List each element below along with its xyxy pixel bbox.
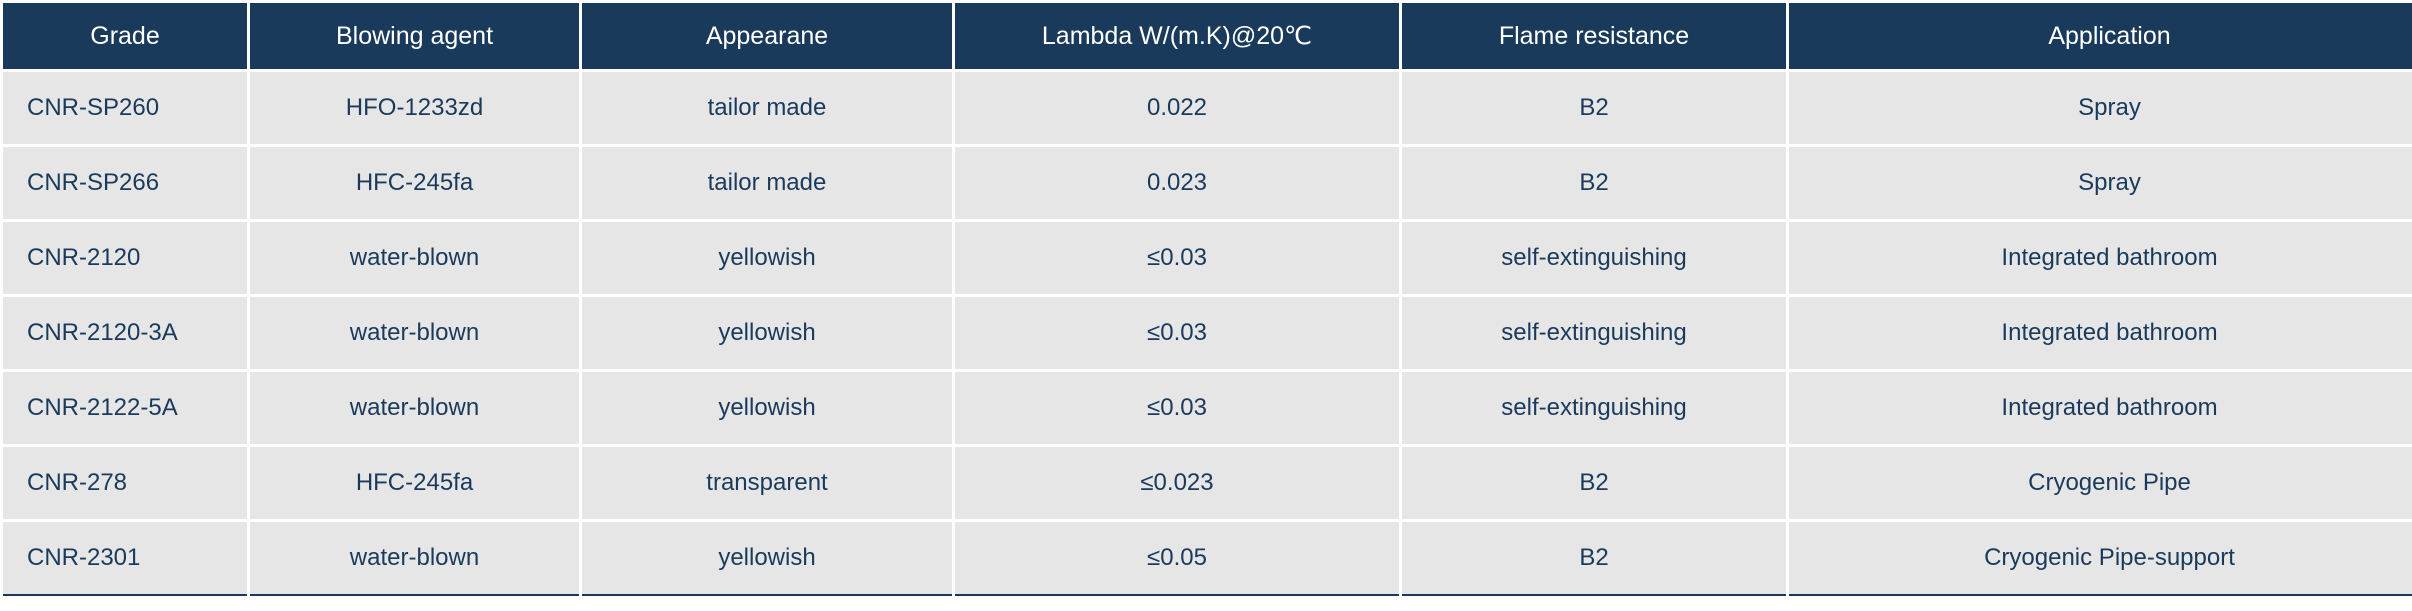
cell-blowing: water-blown (250, 372, 579, 444)
cell-blowing: HFO-1233zd (250, 72, 579, 144)
cell-grade: CNR-278 (3, 447, 247, 519)
cell-flame: self-extinguishing (1402, 297, 1786, 369)
cell-appearance: yellowish (582, 222, 952, 294)
cell-grade: CNR-2301 (3, 522, 247, 596)
cell-blowing: HFC-245fa (250, 447, 579, 519)
cell-blowing: water-blown (250, 222, 579, 294)
cell-blowing: water-blown (250, 297, 579, 369)
table-row: CNR-2120-3A water-blown yellowish ≤0.03 … (3, 297, 2412, 369)
table-row: CNR-SP260 HFO-1233zd tailor made 0.022 B… (3, 72, 2412, 144)
cell-application: Spray (1789, 147, 2412, 219)
cell-lambda: 0.023 (955, 147, 1399, 219)
col-header-application: Application (1789, 3, 2412, 69)
cell-appearance: tailor made (582, 72, 952, 144)
cell-lambda: ≤0.03 (955, 372, 1399, 444)
cell-flame: B2 (1402, 72, 1786, 144)
cell-flame: self-extinguishing (1402, 372, 1786, 444)
cell-grade: CNR-2120-3A (3, 297, 247, 369)
cell-appearance: tailor made (582, 147, 952, 219)
cell-flame: B2 (1402, 147, 1786, 219)
cell-grade: CNR-SP266 (3, 147, 247, 219)
cell-grade: CNR-2120 (3, 222, 247, 294)
cell-application: Cryogenic Pipe-support (1789, 522, 2412, 596)
cell-appearance: transparent (582, 447, 952, 519)
product-spec-table: Grade Blowing agent Appearane Lambda W/(… (0, 0, 2412, 599)
product-spec-table-wrap: Grade Blowing agent Appearane Lambda W/(… (0, 0, 2412, 599)
cell-application: Integrated bathroom (1789, 372, 2412, 444)
cell-blowing: HFC-245fa (250, 147, 579, 219)
cell-grade: CNR-SP260 (3, 72, 247, 144)
col-header-flame: Flame resistance (1402, 3, 1786, 69)
cell-lambda: ≤0.023 (955, 447, 1399, 519)
cell-application: Integrated bathroom (1789, 297, 2412, 369)
col-header-blowing: Blowing agent (250, 3, 579, 69)
cell-flame: self-extinguishing (1402, 222, 1786, 294)
cell-flame: B2 (1402, 522, 1786, 596)
cell-appearance: yellowish (582, 372, 952, 444)
cell-appearance: yellowish (582, 522, 952, 596)
col-header-lambda: Lambda W/(m.K)@20℃ (955, 3, 1399, 69)
cell-blowing: water-blown (250, 522, 579, 596)
table-row: CNR-278 HFC-245fa transparent ≤0.023 B2 … (3, 447, 2412, 519)
cell-lambda: 0.022 (955, 72, 1399, 144)
col-header-appearance: Appearane (582, 3, 952, 69)
table-header-row: Grade Blowing agent Appearane Lambda W/(… (3, 3, 2412, 69)
cell-grade: CNR-2122-5A (3, 372, 247, 444)
cell-application: Integrated bathroom (1789, 222, 2412, 294)
table-row: CNR-2120 water-blown yellowish ≤0.03 sel… (3, 222, 2412, 294)
table-row: CNR-2301 water-blown yellowish ≤0.05 B2 … (3, 522, 2412, 596)
table-row: CNR-2122-5A water-blown yellowish ≤0.03 … (3, 372, 2412, 444)
cell-lambda: ≤0.03 (955, 222, 1399, 294)
cell-flame: B2 (1402, 447, 1786, 519)
cell-appearance: yellowish (582, 297, 952, 369)
cell-application: Spray (1789, 72, 2412, 144)
cell-lambda: ≤0.03 (955, 297, 1399, 369)
col-header-grade: Grade (3, 3, 247, 69)
cell-application: Cryogenic Pipe (1789, 447, 2412, 519)
table-row: CNR-SP266 HFC-245fa tailor made 0.023 B2… (3, 147, 2412, 219)
cell-lambda: ≤0.05 (955, 522, 1399, 596)
